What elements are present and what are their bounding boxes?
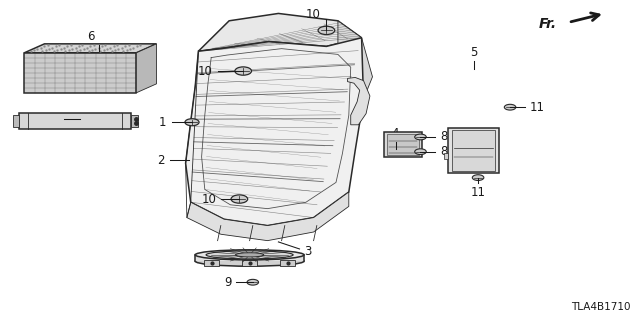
- Text: 8: 8: [440, 131, 448, 143]
- Polygon shape: [198, 13, 362, 51]
- Circle shape: [504, 104, 516, 110]
- Bar: [131, 115, 138, 127]
- Text: 6: 6: [87, 30, 95, 43]
- Circle shape: [185, 119, 199, 126]
- Bar: [448, 128, 499, 173]
- Polygon shape: [24, 53, 136, 93]
- Text: 2: 2: [157, 154, 165, 166]
- Circle shape: [415, 134, 426, 140]
- Text: 9: 9: [224, 276, 232, 289]
- Ellipse shape: [195, 256, 304, 266]
- Text: 8: 8: [440, 145, 448, 158]
- Circle shape: [318, 26, 335, 35]
- Text: 1: 1: [159, 116, 166, 129]
- Bar: [452, 130, 495, 171]
- Ellipse shape: [236, 253, 264, 257]
- Circle shape: [247, 279, 259, 285]
- Bar: [387, 134, 419, 155]
- Circle shape: [231, 195, 248, 203]
- Text: 11: 11: [470, 186, 486, 199]
- Text: TLA4B1710: TLA4B1710: [571, 302, 630, 312]
- Text: 10: 10: [306, 8, 321, 21]
- Text: 3: 3: [304, 245, 312, 258]
- Ellipse shape: [206, 251, 293, 259]
- Text: 5: 5: [470, 46, 477, 59]
- Bar: [444, 153, 448, 159]
- Text: 10: 10: [202, 193, 216, 205]
- Bar: [13, 115, 19, 127]
- Bar: [384, 132, 422, 157]
- Bar: [204, 260, 219, 266]
- Polygon shape: [187, 192, 349, 241]
- Polygon shape: [24, 44, 156, 53]
- Polygon shape: [186, 38, 364, 226]
- Polygon shape: [338, 21, 372, 99]
- Text: 7: 7: [52, 113, 60, 125]
- Text: 11: 11: [530, 101, 545, 114]
- Text: 4: 4: [392, 127, 399, 140]
- Bar: [280, 260, 296, 266]
- Bar: [242, 260, 257, 266]
- Text: 10: 10: [198, 65, 212, 77]
- Bar: [195, 255, 304, 261]
- Polygon shape: [348, 77, 370, 125]
- Bar: [19, 113, 131, 129]
- Circle shape: [235, 67, 252, 75]
- Polygon shape: [136, 44, 156, 93]
- Text: Fr.: Fr.: [539, 17, 557, 31]
- Ellipse shape: [195, 250, 304, 260]
- Circle shape: [472, 175, 484, 180]
- Circle shape: [415, 149, 426, 155]
